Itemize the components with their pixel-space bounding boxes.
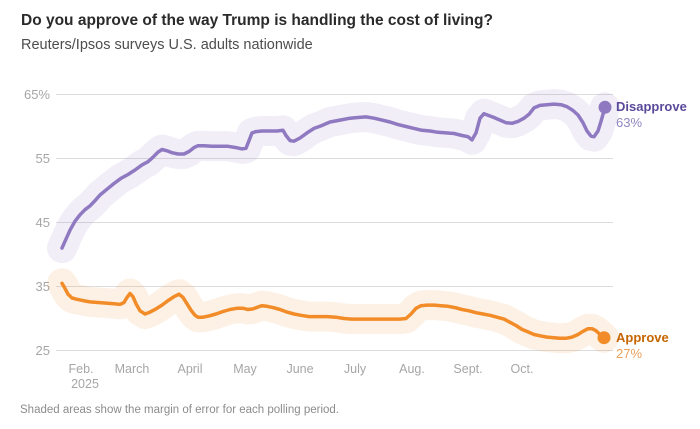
x-axis-label: Sept.: [453, 362, 482, 376]
x-axis-label: Feb.: [68, 362, 93, 376]
x-axis-label: July: [344, 362, 367, 376]
series-line-approve: [60, 281, 606, 341]
x-axis-label: May: [233, 362, 257, 376]
legend-disapprove-value: 63%: [616, 115, 643, 130]
chart-subtitle: Reuters/Ipsos surveys U.S. adults nation…: [21, 37, 313, 53]
chart-footnote: Shaded areas show the margin of error fo…: [20, 404, 339, 416]
y-axis-label: 55: [36, 151, 50, 166]
y-axis-label: 35: [36, 279, 50, 294]
x-axis-label: March: [115, 362, 150, 376]
chart-svg: 65% 55 45 35 25 Feb.2025 March April May June July…: [24, 87, 620, 391]
legend-disapprove: Disapprove 63%: [616, 99, 687, 131]
moe-band-disapprove: [47, 89, 620, 264]
x-axis-label: June: [286, 362, 313, 376]
legend-approve-label: Approve: [616, 330, 669, 345]
x-axis-label: Aug.: [399, 362, 425, 376]
y-axis-label: 45: [36, 215, 50, 230]
series-endpoint-disapprove: [598, 100, 612, 114]
legend-disapprove-label: Disapprove: [616, 99, 687, 114]
x-axis-label-year: 2025: [71, 377, 99, 391]
legend-approve: Approve 27%: [616, 330, 669, 362]
series-endpoint-approve: [597, 331, 611, 345]
y-axis-label: 65%: [24, 87, 50, 102]
legend-approve-value: 27%: [616, 346, 643, 361]
y-axis-label: 25: [36, 343, 50, 358]
x-axis-label: Oct.: [511, 362, 534, 376]
series-line-disapprove: [60, 102, 607, 250]
page-title: Do you approve of the way Trump is handl…: [21, 12, 493, 29]
x-axis-label: April: [177, 362, 202, 376]
